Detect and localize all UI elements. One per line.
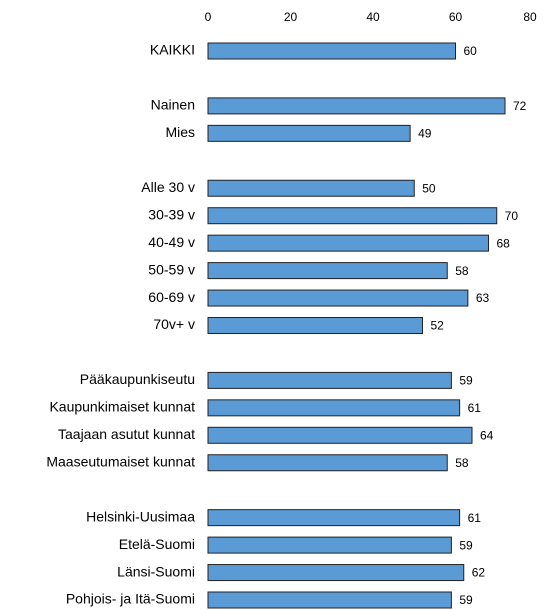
- bar: [207, 399, 461, 417]
- y-tick-label: Nainen: [151, 97, 195, 113]
- y-tick-label: KAIKKI: [150, 42, 195, 58]
- y-tick-label: Alle 30 v: [141, 179, 195, 195]
- bar: [207, 179, 415, 197]
- value-label: 64: [480, 428, 494, 442]
- value-label: 62: [472, 566, 486, 580]
- bar: [207, 454, 448, 472]
- bar: [207, 42, 456, 60]
- y-tick-label: Kaupunkimaiset kunnat: [49, 399, 195, 415]
- bar: [207, 289, 469, 307]
- value-label: 70: [505, 209, 519, 223]
- y-tick-label: 30-39 v: [148, 206, 195, 222]
- bar: [207, 536, 452, 554]
- bar: [207, 426, 473, 444]
- value-label: 59: [459, 593, 473, 607]
- x-tick-label: 60: [449, 10, 463, 24]
- y-tick-label: Länsi-Suomi: [117, 563, 195, 579]
- value-label: 59: [459, 538, 473, 552]
- bar: [207, 509, 461, 527]
- bar: [207, 317, 423, 334]
- y-tick-label: 50-59 v: [148, 261, 195, 277]
- bar: [207, 207, 498, 225]
- value-label: 58: [455, 456, 469, 470]
- y-tick-label: Taajaan asutut kunnat: [58, 426, 195, 442]
- value-label: 49: [418, 127, 432, 141]
- y-tick-label: Maaseutumaiset kunnat: [46, 453, 195, 469]
- y-tick-label: Etelä-Suomi: [119, 536, 195, 552]
- y-tick-label: Pohjois- ja Itä-Suomi: [66, 591, 195, 607]
- bar: [207, 124, 411, 142]
- value-label: 63: [476, 291, 490, 305]
- y-tick-label: Pääkaupunkiseutu: [80, 371, 195, 387]
- value-label: 58: [455, 264, 469, 278]
- bar: [207, 262, 448, 280]
- value-label: 61: [468, 511, 482, 525]
- y-tick-label: 70v+ v: [153, 316, 195, 332]
- y-tick-label: Mies: [165, 124, 195, 140]
- value-label: 52: [431, 319, 445, 333]
- y-tick-label: 60-69 v: [148, 289, 195, 305]
- x-tick-label: 80: [523, 10, 537, 24]
- value-label: 72: [513, 99, 527, 113]
- bar: [207, 234, 489, 252]
- bar: [207, 591, 452, 609]
- bar: [207, 371, 452, 389]
- value-label: 61: [468, 401, 482, 415]
- bar: [207, 97, 506, 115]
- value-label: 60: [464, 44, 478, 58]
- value-label: 50: [422, 181, 436, 195]
- y-tick-label: Helsinki-Uusimaa: [86, 508, 195, 524]
- x-tick-label: 20: [284, 10, 298, 24]
- value-label: 68: [497, 236, 511, 250]
- bar: [207, 564, 465, 582]
- x-tick-label: 40: [366, 10, 380, 24]
- value-label: 59: [459, 374, 473, 388]
- x-tick-label: 0: [205, 10, 212, 24]
- y-tick-label: 40-49 v: [148, 234, 195, 250]
